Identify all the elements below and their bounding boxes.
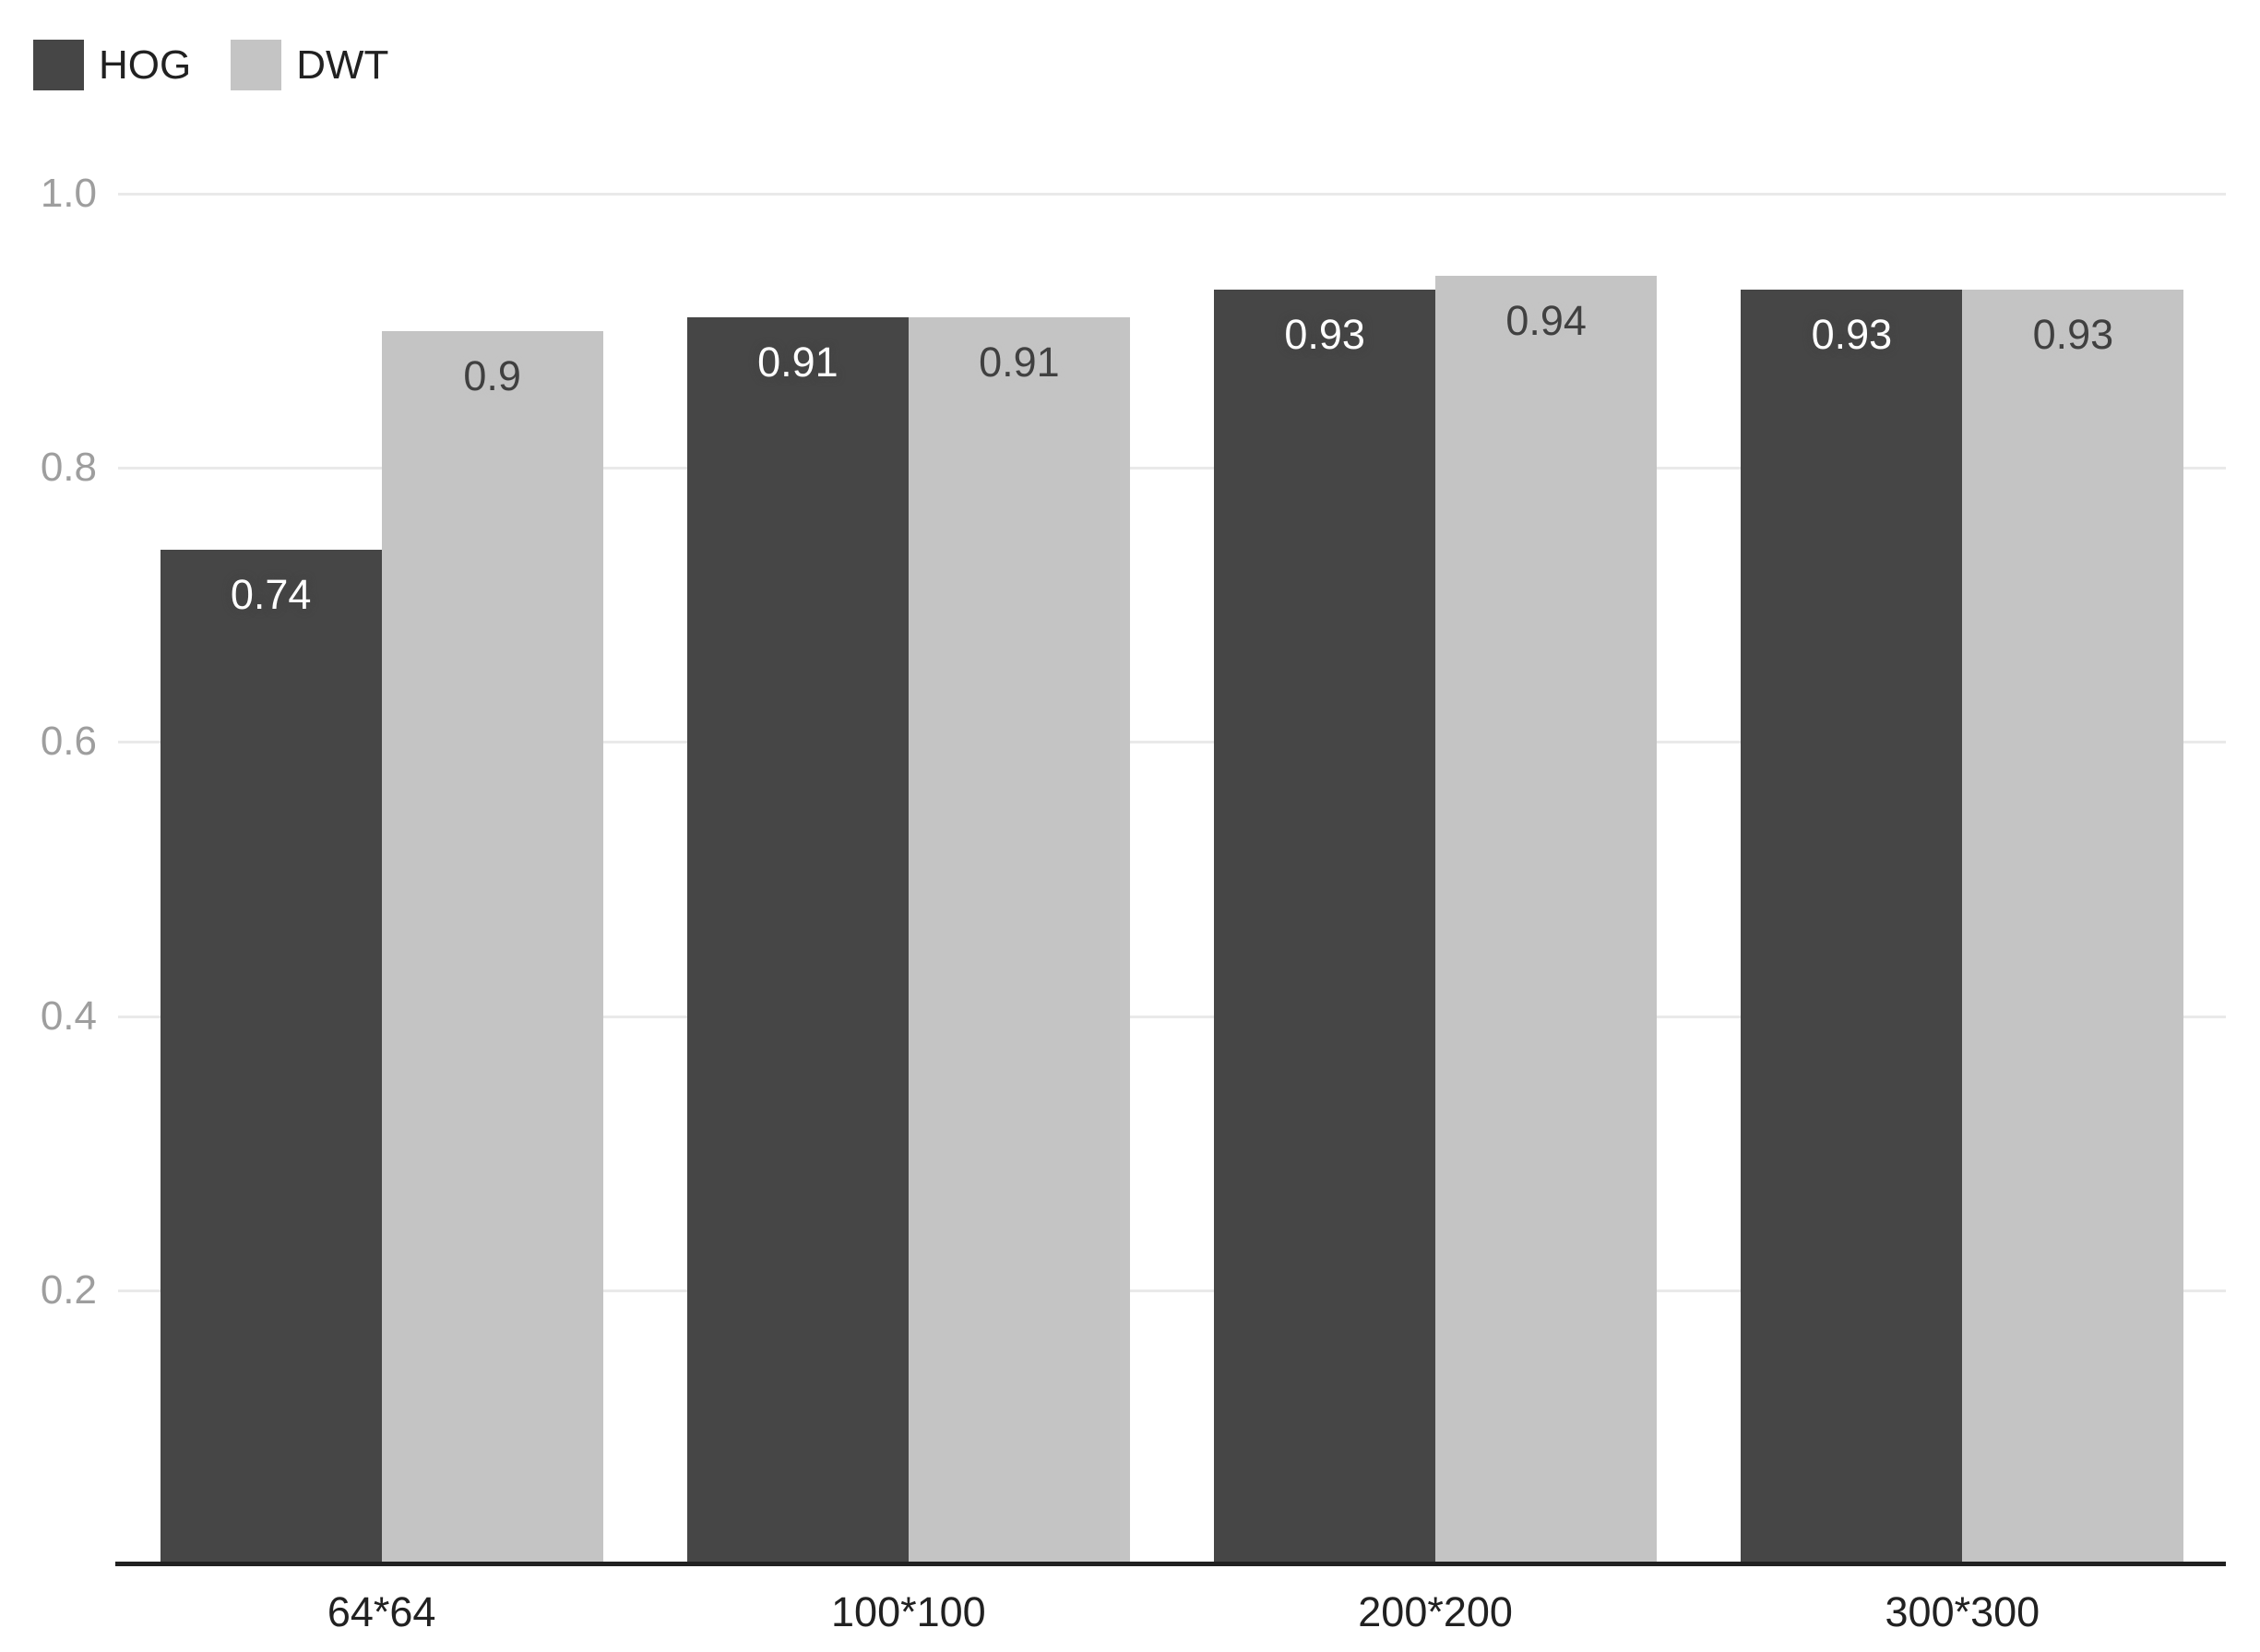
bar-value-label: 0.91 <box>979 338 1060 386</box>
y-axis-tick-label: 1.0 <box>40 171 97 216</box>
gridline <box>118 1289 2226 1292</box>
x-axis-line <box>115 1562 2226 1566</box>
bar-value-label: 0.9 <box>463 351 521 399</box>
gridline <box>118 193 2226 196</box>
bar-dwt[interactable]: 0.93 <box>1962 290 2184 1564</box>
x-axis-label: 100*100 <box>831 1588 986 1635</box>
y-axis-tick-label: 0.8 <box>40 445 97 491</box>
bar-value-label: 0.91 <box>757 338 839 386</box>
gridline <box>118 467 2226 470</box>
legend-label-hog: HOG <box>99 42 192 88</box>
bar-dwt[interactable]: 0.9 <box>381 330 603 1564</box>
bar-value-label: 0.94 <box>1505 297 1587 345</box>
legend: HOG DWT <box>33 40 388 90</box>
y-axis-tick-label: 0.6 <box>40 719 97 765</box>
legend-label-dwt: DWT <box>296 42 389 88</box>
bar-hog[interactable]: 0.91 <box>686 316 909 1564</box>
y-axis-tick-label: 0.2 <box>40 1266 97 1313</box>
bar-hog[interactable]: 0.93 <box>1741 290 1963 1564</box>
legend-item-dwt: DWT <box>231 40 388 90</box>
bar-dwt[interactable]: 0.91 <box>908 316 1130 1564</box>
gridline <box>118 741 2226 744</box>
legend-swatch-hog-icon <box>33 40 84 90</box>
bar-value-label: 0.93 <box>1284 311 1365 359</box>
bar-value-label: 0.93 <box>1811 311 1893 359</box>
x-axis-label: 300*300 <box>1885 1588 2040 1635</box>
gridline <box>118 1015 2226 1018</box>
x-axis-label: 200*200 <box>1358 1588 1513 1635</box>
bar-hog[interactable]: 0.74 <box>160 550 382 1564</box>
legend-item-hog: HOG <box>33 40 191 90</box>
bar-value-label: 0.74 <box>230 571 312 619</box>
y-axis-tick-label: 0.4 <box>40 992 97 1039</box>
bar-value-label: 0.93 <box>2032 311 2114 359</box>
bar-dwt[interactable]: 0.94 <box>1435 276 1658 1564</box>
legend-swatch-dwt-icon <box>231 40 282 90</box>
bar-hog[interactable]: 0.93 <box>1214 290 1436 1564</box>
x-axis-label: 64*64 <box>327 1588 436 1635</box>
